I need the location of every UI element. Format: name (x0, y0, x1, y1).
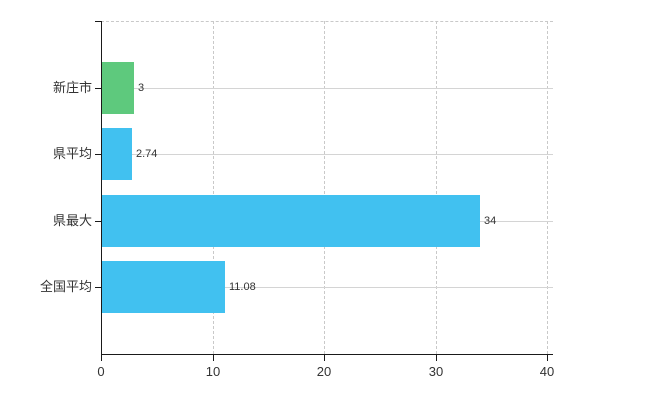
x-gridline (324, 21, 325, 354)
bar-0 (101, 62, 134, 114)
bar-value-label: 2.74 (136, 148, 158, 160)
y-axis-tick (95, 287, 101, 289)
x-axis-tick (101, 355, 103, 361)
category-label: 県平均 (52, 146, 92, 161)
x-axis-tick (436, 355, 438, 361)
plot-top-border (101, 21, 553, 22)
bar-3 (101, 261, 225, 313)
x-tick-label: 40 (539, 364, 555, 379)
x-axis-tick (324, 355, 326, 361)
bar-1 (101, 128, 132, 180)
x-axis-line (101, 354, 553, 356)
x-axis-tick (547, 355, 549, 361)
y-gridline (101, 287, 553, 288)
y-gridline (101, 154, 553, 155)
x-tick-label: 30 (428, 364, 444, 379)
x-gridline (436, 21, 437, 354)
x-tick-label: 10 (205, 364, 221, 379)
bar-value-label: 34 (484, 215, 497, 227)
category-label: 新庄市 (52, 80, 92, 95)
y-axis-line (101, 21, 103, 354)
x-tick-label: 0 (97, 364, 105, 379)
x-gridline (213, 21, 214, 354)
bar-value-label: 3 (138, 82, 145, 94)
category-label: 県最大 (52, 213, 92, 228)
y-axis-tick (95, 88, 101, 90)
y-axis-top-tick (95, 21, 101, 23)
y-gridline (101, 88, 553, 89)
y-axis-tick (95, 154, 101, 156)
category-label: 全国平均 (39, 279, 92, 294)
x-gridline (547, 21, 548, 354)
bar-2 (101, 195, 480, 247)
y-axis-tick (95, 221, 101, 223)
x-axis-tick (213, 355, 215, 361)
x-tick-label: 20 (316, 364, 332, 379)
bar-value-label: 11.08 (229, 281, 256, 293)
